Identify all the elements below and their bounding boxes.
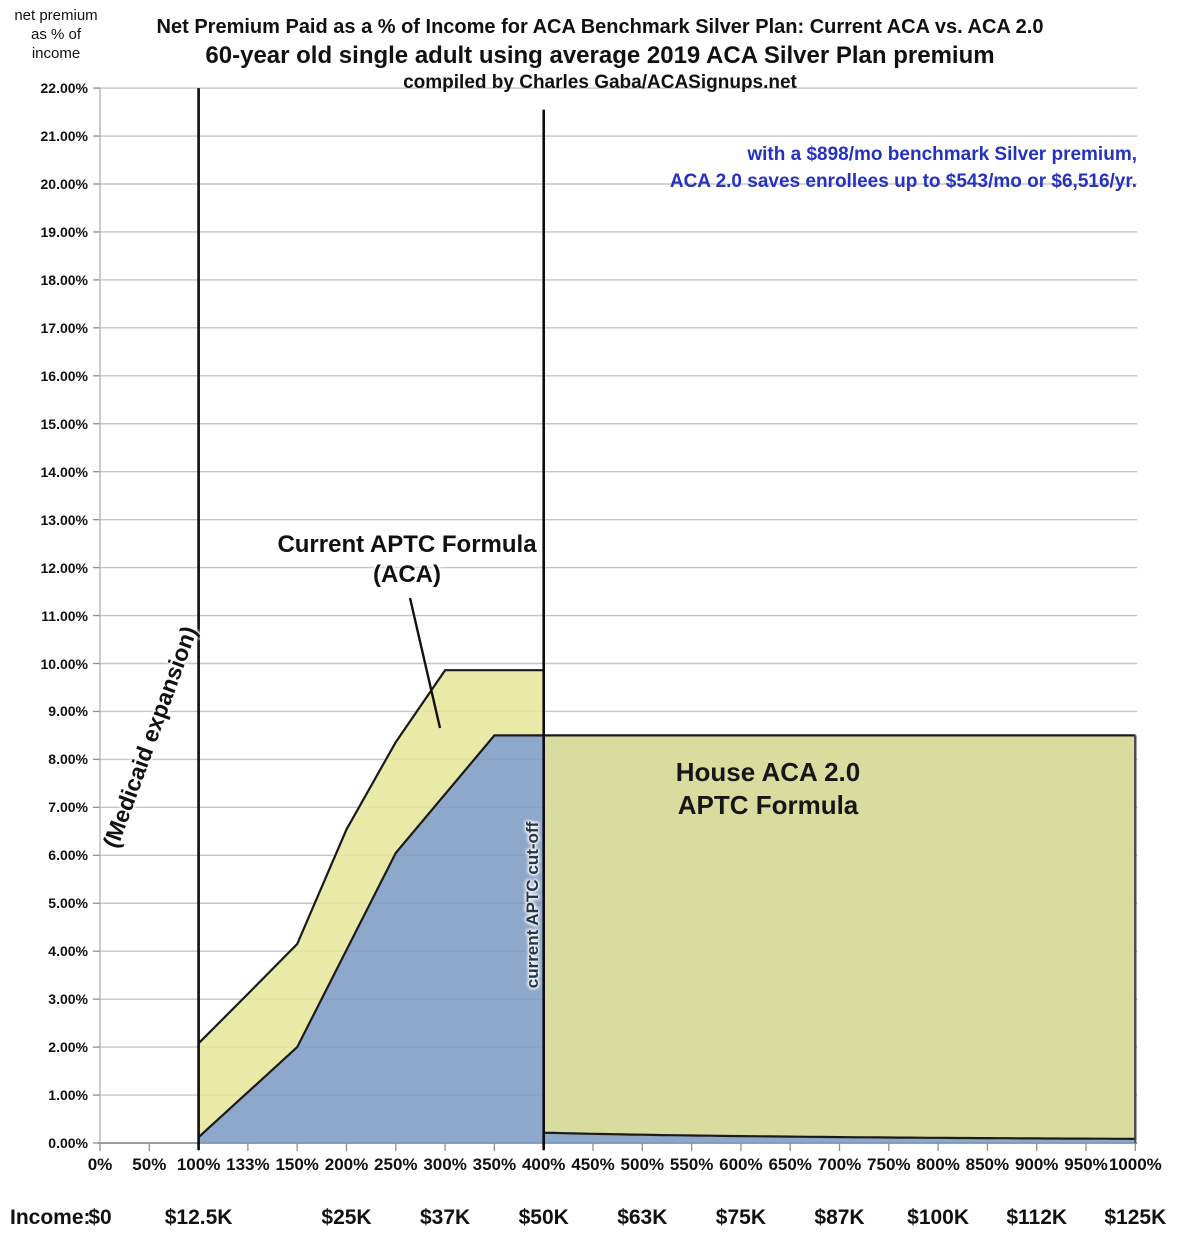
x-tick-label: 400% (521, 1155, 566, 1174)
x-tick-label: 300% (423, 1155, 467, 1174)
x-tick-label: 0% (87, 1155, 113, 1174)
aca-area-label-line1: Current APTC Formula (277, 531, 537, 558)
y-tick-label: 6.00% (48, 847, 88, 864)
y-tick-label: 9.00% (48, 703, 88, 720)
aptc-cutoff-label: current APTC cut-off (523, 821, 543, 989)
income-label: $25K (321, 1206, 372, 1229)
x-tick-label: 50% (132, 1155, 167, 1174)
y-tick-label: 14.00% (40, 463, 88, 480)
y-tick-label: 3.00% (48, 991, 88, 1008)
x-tick-label: 650% (768, 1155, 812, 1174)
x-tick-label: 250% (374, 1155, 418, 1174)
x-tick-label: 500% (620, 1155, 665, 1174)
income-label: $87K (814, 1206, 865, 1229)
y-tick-label: 12.00% (40, 559, 88, 576)
savings-annotation-line2: ACA 2.0 saves enrollees up to $543/mo or… (669, 171, 1137, 192)
x-tick-label: 350% (472, 1155, 517, 1174)
y-tick-label: 5.00% (48, 895, 88, 912)
x-tick-label: 450% (571, 1155, 615, 1174)
x-tick-label: 800% (916, 1155, 960, 1174)
house-area-label-line1: House ACA 2.0 (675, 757, 861, 787)
x-tick-label: 950% (1064, 1155, 1108, 1174)
income-label: $112K (1006, 1206, 1068, 1229)
x-tick-label: 100% (176, 1155, 221, 1174)
x-tick-label: 850% (965, 1155, 1010, 1174)
income-label: $63K (617, 1206, 668, 1229)
savings-annotation: with a $898/mo benchmark Silver premium,… (670, 141, 1137, 195)
y-tick-label: 13.00% (40, 511, 88, 528)
y-tick-label: 8.00% (48, 751, 88, 768)
y-tick-label: 2.00% (48, 1039, 88, 1056)
y-tick-label: 15.00% (40, 415, 88, 432)
y-tick-label: 0.00% (48, 1135, 88, 1151)
house-area-label-line2: APTC Formula (677, 790, 859, 820)
income-label: $125K (1104, 1206, 1167, 1229)
income-label: $50K (518, 1206, 569, 1229)
y-tick-label: 1.00% (48, 1087, 88, 1104)
chart-title-line3: compiled by Charles Gaba/ACASignups.net (403, 72, 797, 93)
y-tick-label: 19.00% (40, 223, 88, 240)
income-label: $0 (88, 1206, 112, 1229)
y-tick-label: 17.00% (40, 319, 88, 336)
income-label: $37K (419, 1206, 471, 1229)
y-axis-title-line2: as % of (30, 26, 82, 43)
income-label: $12.5K (164, 1206, 233, 1229)
y-tick-label: 10.00% (40, 655, 88, 672)
x-tick-label: 700% (817, 1155, 862, 1174)
savings-annotation-line1: with a $898/mo benchmark Silver premium, (747, 144, 1137, 165)
y-tick-label: 20.00% (40, 176, 88, 192)
aca-area-label: Current APTC Formula (ACA) (257, 530, 557, 590)
house-area-label: House ACA 2.0 APTC Formula (618, 756, 918, 822)
x-tick-label: 750% (867, 1155, 911, 1174)
x-tick-label: 900% (1014, 1155, 1059, 1174)
x-tick-label: 150% (275, 1155, 319, 1174)
y-tick-label: 7.00% (48, 799, 88, 816)
y-tick-label: 18.00% (40, 271, 88, 288)
chart-title-line1: Net Premium Paid as a % of Income for AC… (156, 16, 1044, 38)
x-tick-label: 133% (226, 1155, 270, 1174)
y-axis-title-line3: income (31, 45, 81, 62)
y-axis-title-line1: net premium (14, 7, 98, 24)
income-label: $100K (907, 1206, 970, 1229)
x-tick-label: 200% (324, 1155, 369, 1174)
x-tick-label: 1000% (1108, 1155, 1162, 1174)
x-tick-label: 600% (719, 1155, 763, 1174)
chart-title-line2: 60-year old single adult using average 2… (205, 42, 995, 69)
aca-area-label-line2: (ACA) (373, 561, 441, 588)
income-axis-prefix: Income: (10, 1206, 91, 1229)
y-axis-title: net premium as % of income (8, 6, 104, 63)
y-tick-label: 21.00% (40, 128, 88, 145)
y-tick-label: 4.00% (48, 943, 88, 960)
x-tick-label: 550% (669, 1155, 714, 1174)
y-tick-label: 16.00% (40, 367, 88, 384)
y-tick-label: 11.00% (41, 607, 88, 624)
income-label: $75K (715, 1206, 766, 1229)
y-tick-label: 22.00% (40, 80, 88, 97)
